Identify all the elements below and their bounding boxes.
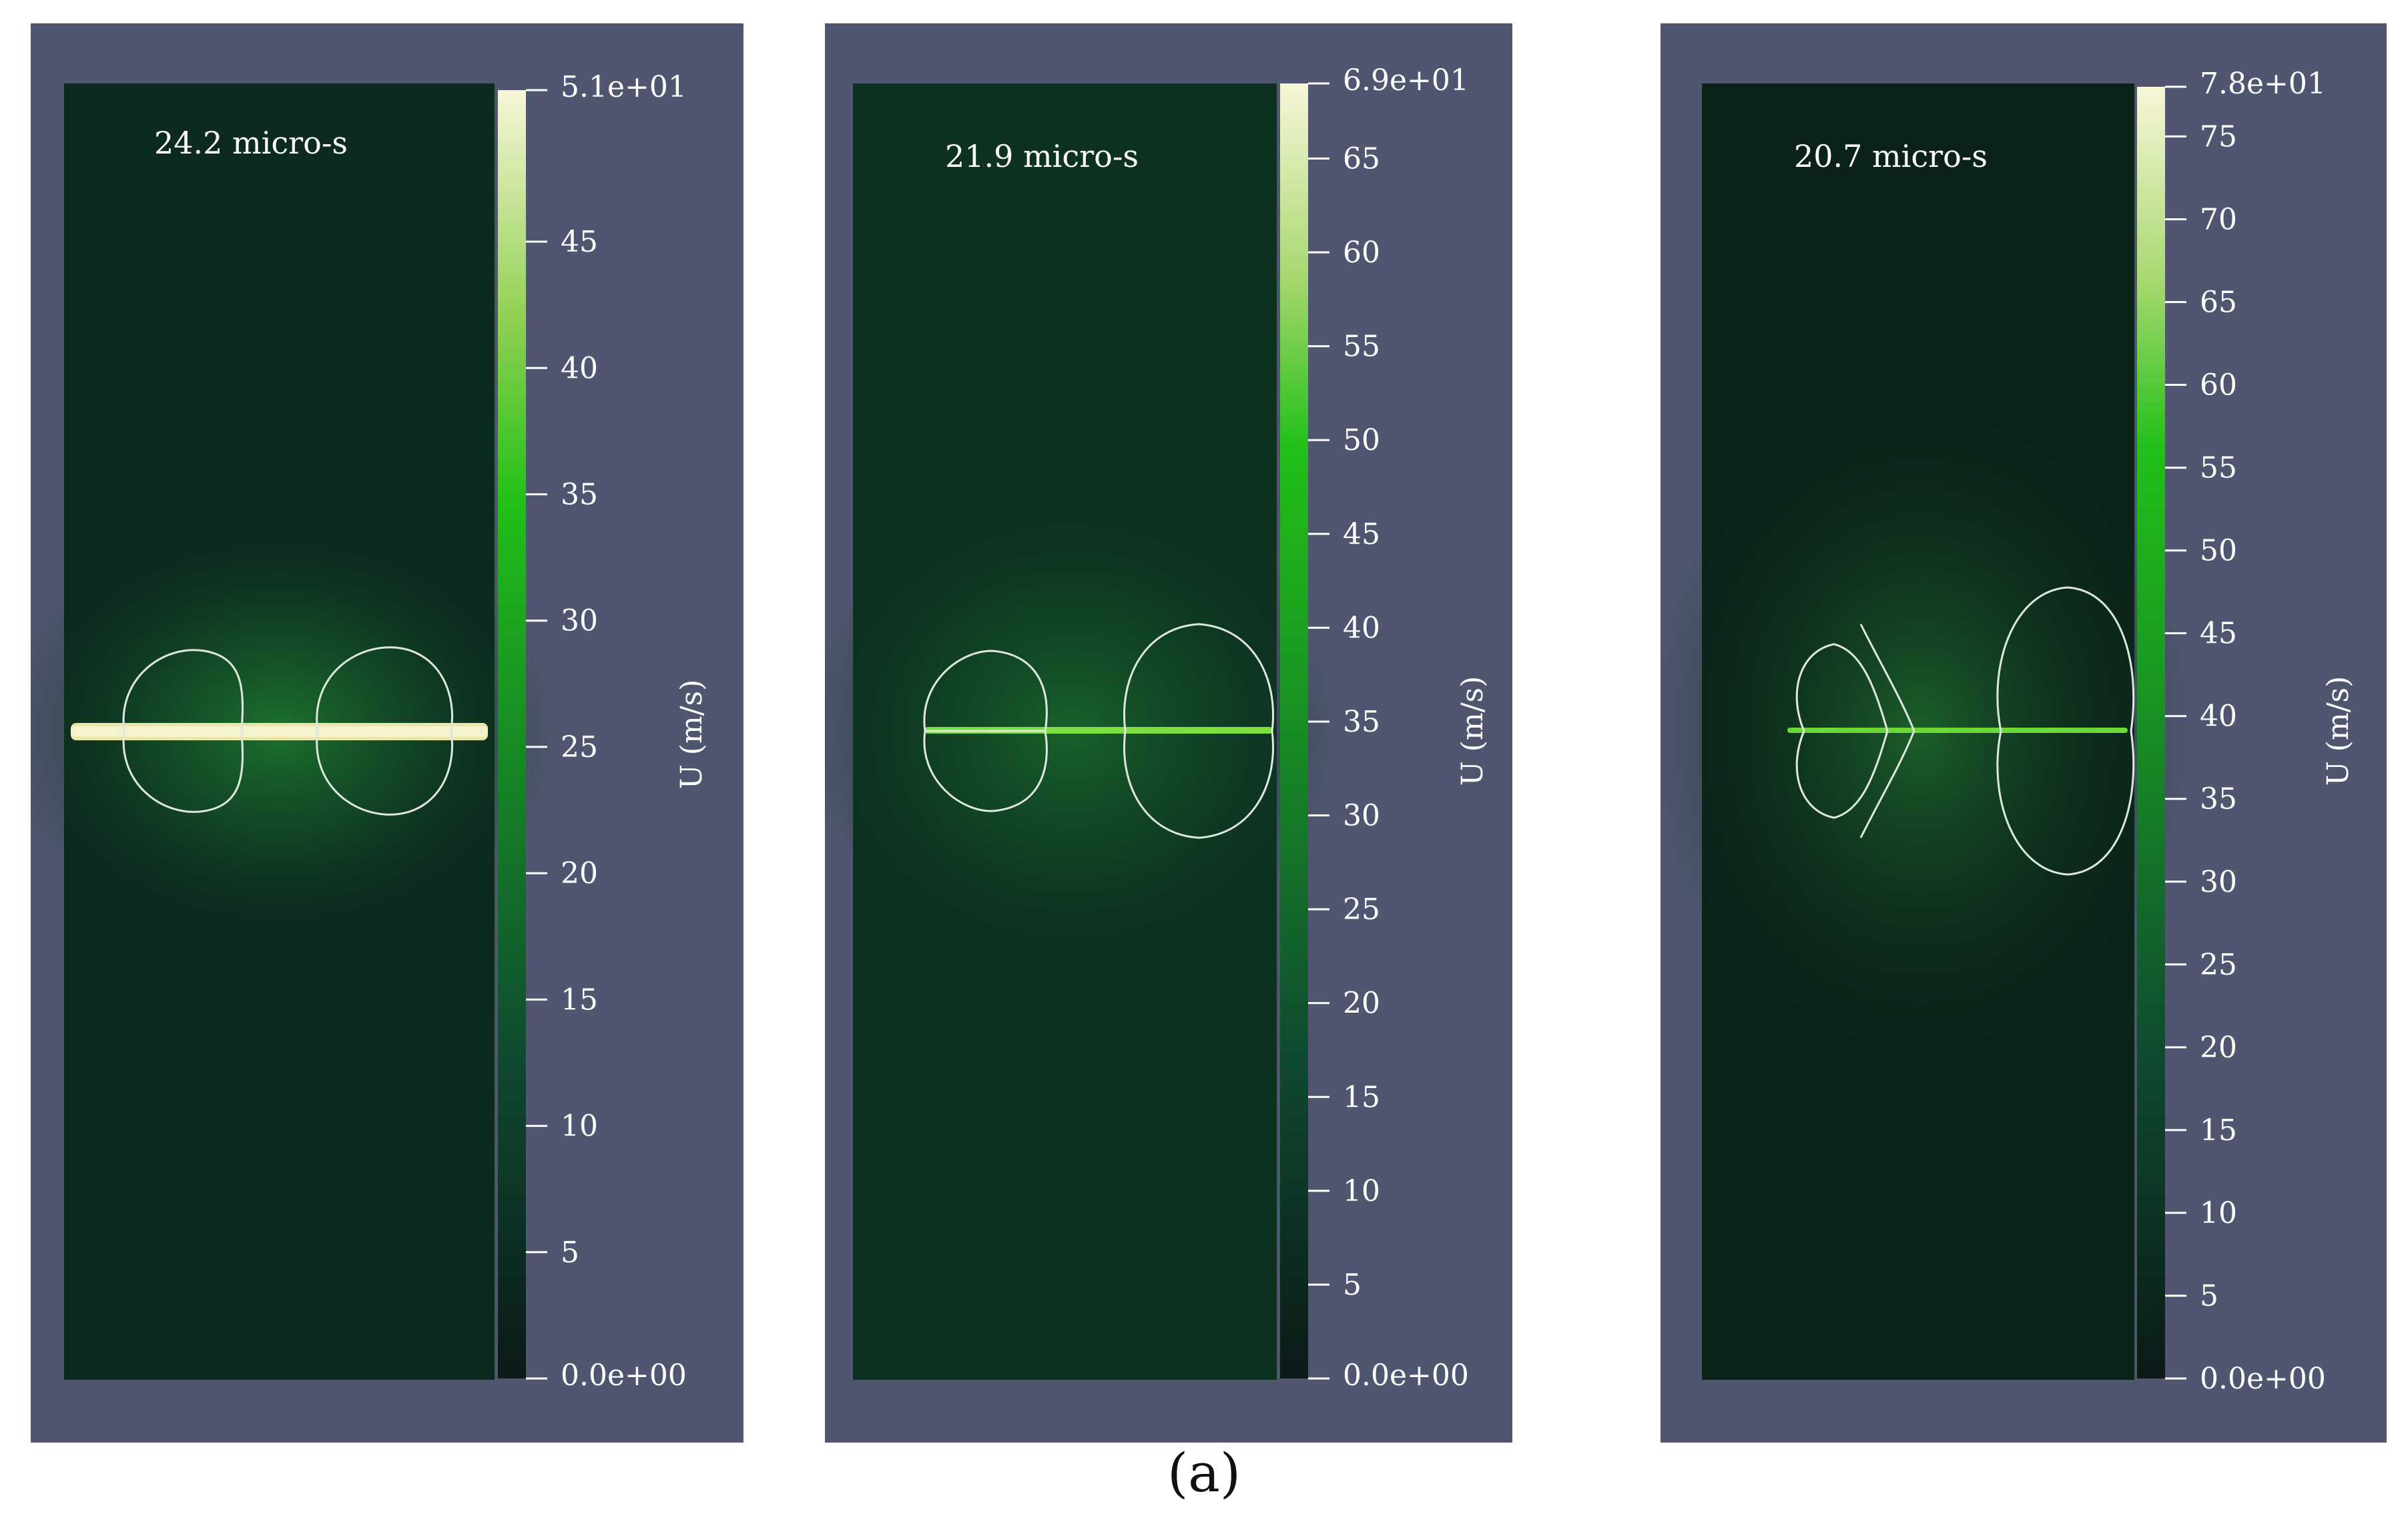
colorbar-ticks: 45 40 35 30 25 20 15 10 5 [526,89,598,1380]
colorbar-tick-label: 20 [2200,1031,2237,1065]
colorbar-tick-label: 10 [2200,1196,2237,1230]
colorbar-tick-label: 10 [1343,1174,1380,1208]
colorbar-tick-label: 30 [2200,865,2237,899]
colorbar-tick-label: 25 [561,730,598,764]
colorbar-tick-label: 40 [2200,700,2237,734]
colorbar-ticks: 65 60 55 50 45 40 35 30 25 20 15 10 5 [1308,82,1380,1380]
colorbar-tick-label: 15 [561,983,598,1017]
colorbar-min-label: 0.0e+00 [1343,1358,1469,1392]
panel-2: 21.9 micro-s 65 60 55 50 45 40 35 30 25 20 15 10 5 6… [825,23,1512,1443]
colorbar-tick-label: 50 [2200,534,2237,568]
panel-2-svg: 21.9 micro-s 65 60 55 50 45 40 35 30 25 20 15 10 5 6… [825,23,1512,1443]
colorbar-tick-label: 55 [1343,330,1380,364]
colorbar-tick-label: 20 [1343,987,1380,1021]
colorbar-tick-label: 65 [1343,142,1380,176]
colorbar-tick-label: 35 [561,477,598,511]
colorbar-tick-label: 75 [2200,119,2237,154]
bubble-contours [923,623,1274,839]
colorbar-tick-label: 25 [2200,948,2237,982]
colorbar-tick-label: 15 [2200,1113,2237,1148]
colorbar-tick-label: 40 [1343,611,1380,645]
colorbar-max-label: 6.9e+01 [1343,63,1469,97]
colorbar-tick-label: 45 [561,225,598,259]
colorbar-tick-label: 45 [2200,617,2237,651]
time-label: 20.7 micro-s [1794,138,1988,174]
panel-1-svg: 24.2 micro-s 45 40 35 30 25 20 15 10 5 5.1e+01 0… [31,23,743,1443]
colorbar-tick-label: 10 [561,1109,598,1144]
bubble-contours [1795,586,2135,876]
colorbar-tick-label: 15 [1343,1080,1380,1114]
colorbar-tick-label: 30 [561,604,598,638]
colorbar-tick-label: 45 [1343,517,1380,551]
colorbar [1280,83,1308,1378]
colorbar-title: U (m/s) [1456,676,1490,786]
colorbar-title: U (m/s) [675,680,709,790]
colorbar-tick-label: 50 [1343,423,1380,457]
jet-core [1787,728,2128,733]
colorbar-tick-label: 55 [2200,451,2237,485]
time-label: 21.9 micro-s [945,138,1139,174]
bubble-contours [122,646,453,816]
colorbar-min-label: 0.0e+00 [2200,1362,2326,1396]
colorbar-tick-label: 5 [561,1236,579,1270]
colorbar-tick-label: 5 [2200,1279,2218,1313]
colorbar-max-label: 5.1e+01 [561,70,687,104]
time-label: 24.2 micro-s [154,125,348,161]
colorbar-min-label: 0.0e+00 [561,1358,687,1392]
colorbar [2137,87,2165,1378]
colorbar [498,90,526,1378]
panel-3-svg: 20.7 micro-s 75 70 65 60 55 50 45 40 35 30 25 20 15 1… [1661,23,2387,1443]
colorbar-tick-label: 60 [1343,236,1380,270]
colorbar-tick-label: 35 [2200,782,2237,816]
panel-1: 24.2 micro-s 45 40 35 30 25 20 15 10 5 5.1e+01 0… [31,23,743,1443]
colorbar-max-label: 7.8e+01 [2200,67,2326,101]
colorbar-ticks: 75 70 65 60 55 50 45 40 35 30 25 20 15 10 5 [2165,85,2237,1380]
colorbar-tick-label: 30 [1343,799,1380,833]
colorbar-tick-label: 65 [2200,286,2237,320]
colorbar-tick-label: 5 [1343,1268,1362,1302]
colorbar-title: U (m/s) [2321,676,2355,786]
colorbar-tick-label: 35 [1343,705,1380,739]
figure-label: (a) [1167,1442,1241,1504]
colorbar-tick-label: 60 [2200,368,2237,403]
panel-3: 20.7 micro-s 75 70 65 60 55 50 45 40 35 30 25 20 15 1… [1661,23,2387,1443]
colorbar-tick-label: 70 [2200,202,2237,236]
colorbar-tick-label: 20 [561,856,598,891]
colorbar-tick-label: 40 [561,351,598,385]
colorbar-tick-label: 25 [1343,893,1380,927]
